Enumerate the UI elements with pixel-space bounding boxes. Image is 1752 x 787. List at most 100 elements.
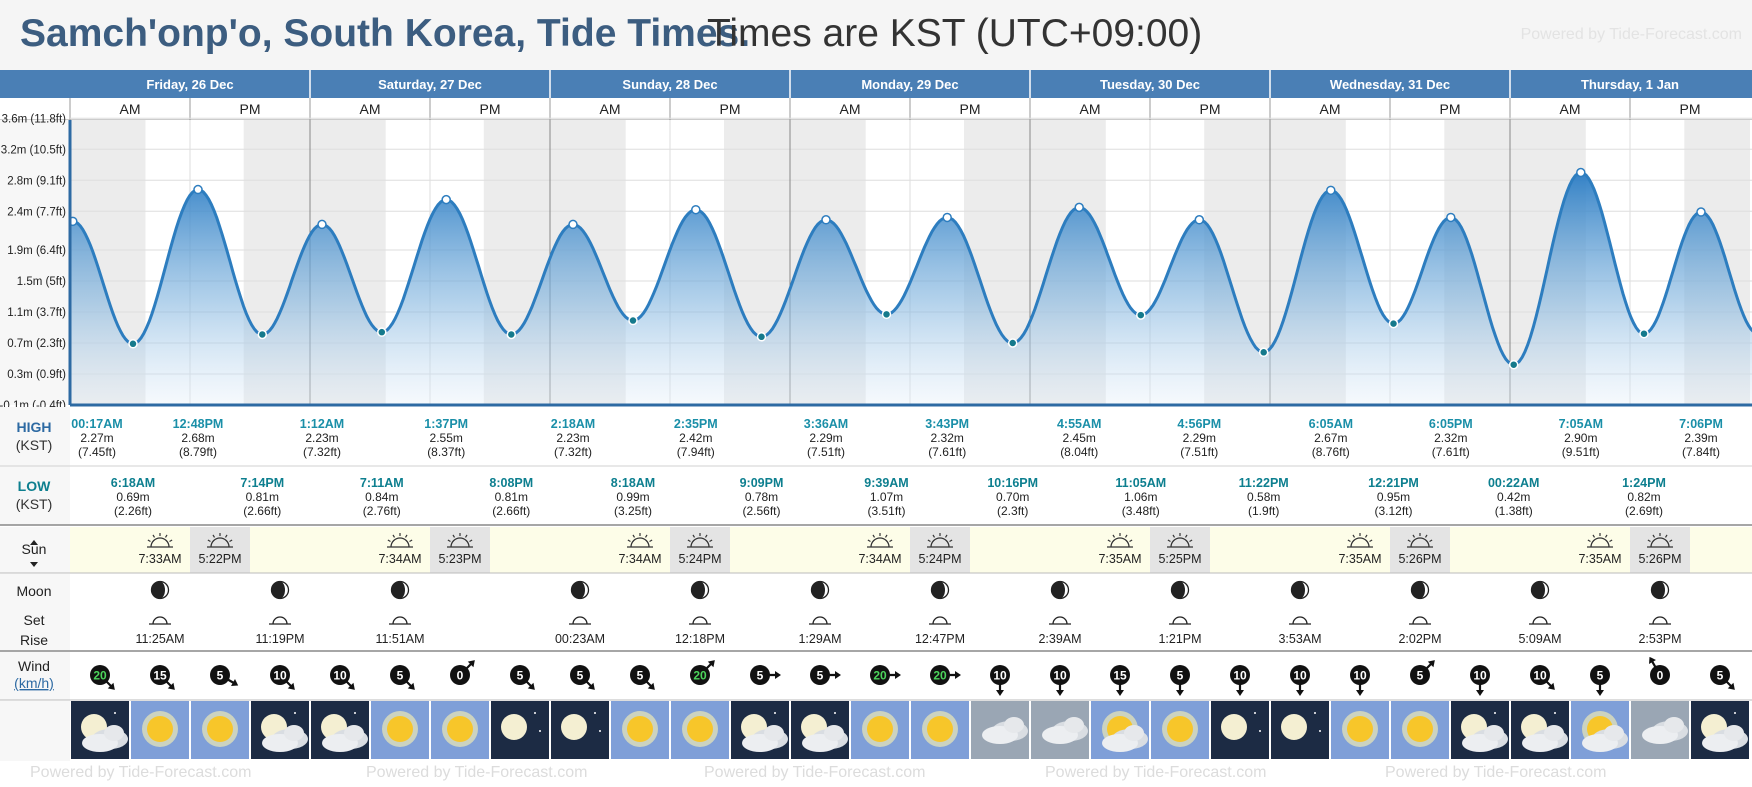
wind-badge: [90, 665, 110, 685]
moon-shape: [1281, 714, 1307, 740]
sun-ray: [1609, 539, 1613, 543]
sun-cloud-icon: [1571, 701, 1629, 759]
wind-marker: [1649, 656, 1670, 685]
wind-marker: [1290, 665, 1310, 696]
moon-shadow: [811, 581, 825, 599]
high-tide-height-m: 2.27m: [80, 431, 113, 445]
low-tide-time: 00:22AM: [1488, 476, 1539, 490]
moon-set-label: Set: [23, 612, 44, 628]
y-tick-label: 2.8m (9.1ft): [7, 175, 66, 187]
sun-icon: [131, 701, 189, 759]
moonset-icon: [569, 616, 591, 625]
high-tide-time: 6:05AM: [1309, 417, 1353, 431]
sun-shape: [147, 716, 173, 742]
wind-row-label: Wind: [18, 658, 50, 674]
wind-badge: [1350, 665, 1370, 685]
cloud-shape: [1724, 725, 1744, 741]
powered-by-text: Powered by Tide-Forecast.com: [1385, 764, 1607, 781]
sun-ray: [1407, 539, 1411, 543]
low-tide-point: [1508, 359, 1519, 370]
sun-arc: [390, 537, 410, 548]
moon-time: 00:23AM: [555, 632, 605, 646]
wind-arrow-head: [1176, 690, 1184, 696]
high-tide-point: [1696, 207, 1706, 217]
moon-phase-icon: [270, 580, 290, 600]
powered-by-text: Powered by Tide-Forecast.com: [704, 764, 926, 781]
sun-arc: [1650, 537, 1670, 548]
wind-speed: 5: [1417, 669, 1424, 683]
moon-cloud-icon: [311, 701, 369, 759]
moon-phase-icon: [1050, 580, 1070, 600]
sun-arc: [870, 537, 890, 548]
sun-ray: [387, 539, 391, 543]
wind-marker: [1230, 665, 1250, 696]
sun-ray: [884, 534, 888, 538]
wind-speed: 10: [1053, 669, 1067, 683]
star: [1494, 712, 1496, 714]
low-tide-point: [881, 309, 892, 320]
high-tide-point: [1326, 185, 1336, 196]
wind-arrow-head: [1056, 690, 1064, 696]
low-tide-point: [1136, 310, 1146, 320]
moon-arc: [1412, 616, 1428, 625]
cloud-icon: [1631, 701, 1689, 759]
sunrise-time: 7:34AM: [378, 552, 421, 566]
sun-ray: [164, 534, 168, 538]
high-tide-point: [441, 194, 451, 205]
high-tide-point: [193, 184, 203, 195]
sun-icon: [851, 701, 909, 759]
sun-ray: [229, 539, 233, 543]
moon-cloud-icon: [731, 701, 789, 759]
sun-ray: [469, 539, 473, 543]
wind-badge: [1590, 665, 1610, 685]
moon-arc: [1532, 616, 1548, 625]
low-tide-time: 6:18AM: [111, 476, 155, 490]
wind-arrow-head: [1596, 690, 1604, 696]
wind-unit-link[interactable]: (km/h): [14, 675, 54, 691]
wind-badge: [510, 665, 530, 685]
wind-speed: 5: [217, 669, 224, 683]
wind-badge: [1110, 665, 1130, 685]
wind-arrow-head: [167, 682, 175, 690]
cloud-shape: [1664, 717, 1684, 733]
moonrise-icon: [689, 616, 711, 625]
star: [539, 730, 541, 732]
ampm-band: [0, 98, 1752, 120]
sun-ray: [632, 534, 636, 538]
high-tide-point: [568, 219, 578, 230]
low-tide-time: 12:21PM: [1368, 476, 1419, 490]
y-tick-label: 1.9m (6.4ft): [7, 245, 66, 257]
sunrise-icon: [1587, 533, 1613, 548]
sun-ray: [627, 539, 631, 543]
am-label: AM: [1080, 101, 1101, 117]
pm-label: PM: [1200, 101, 1221, 117]
wind-arrow-head: [287, 682, 295, 690]
sunrise-icon: [147, 533, 173, 548]
star: [1254, 712, 1256, 714]
wind-marker: [570, 665, 595, 690]
low-tide-height-ft: (2.26ft): [114, 504, 152, 518]
low-tide-height-m: 0.95m: [1377, 490, 1410, 504]
wind-speed: 5: [577, 669, 584, 683]
star: [774, 712, 776, 714]
sun-shape: [1407, 716, 1433, 742]
high-tide-time: 00:17AM: [71, 417, 122, 431]
sun-ray: [1172, 534, 1176, 538]
moon-phase-icon: [1290, 580, 1310, 600]
low-tide-height-m: 0.78m: [745, 490, 778, 504]
wind-marker: [90, 665, 115, 690]
wind-arrow-head: [1236, 690, 1244, 696]
low-tide-point: [377, 327, 387, 337]
sunset-icon: [1407, 533, 1433, 548]
star: [354, 712, 356, 714]
wind-badge: [1410, 665, 1430, 685]
star: [834, 712, 836, 714]
sunrise-time: 7:34AM: [618, 552, 661, 566]
moon-shadow: [391, 581, 405, 599]
sunrise-time: 7:35AM: [1578, 552, 1621, 566]
low-tide-height-m: 0.42m: [1497, 490, 1530, 504]
sunrise-time: 7:33AM: [138, 552, 181, 566]
pm-label: PM: [960, 101, 981, 117]
sun-arc: [450, 537, 470, 548]
y-tick-label: 1.1m (3.7ft): [7, 307, 66, 319]
